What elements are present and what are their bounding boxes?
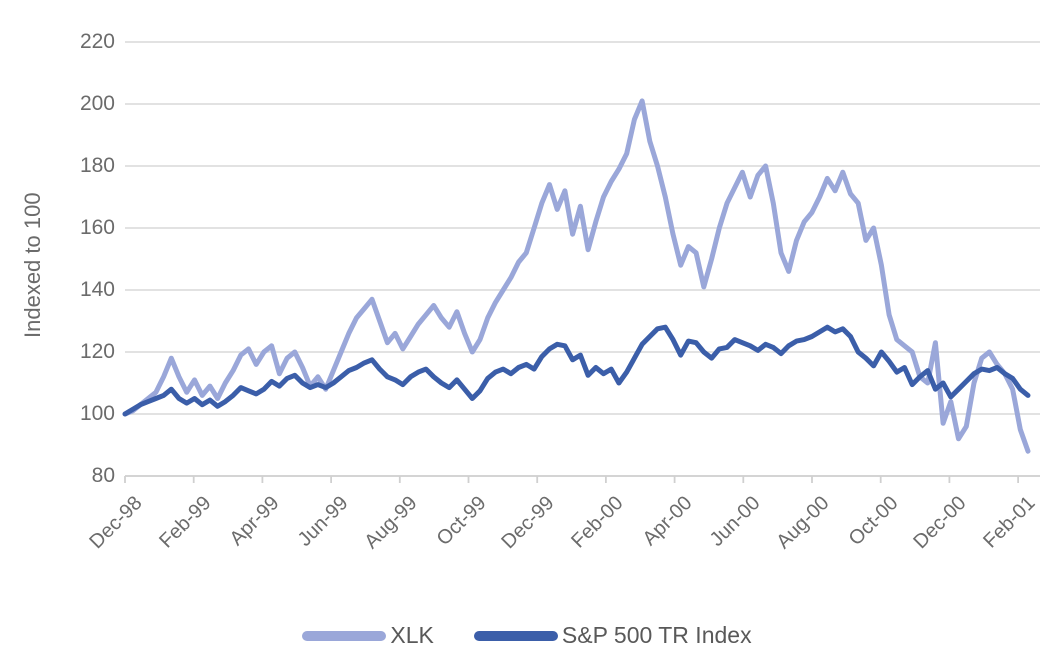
legend-label-xlk: XLK	[390, 622, 434, 648]
y-tick-label-140: 140	[79, 278, 115, 301]
xlk-line-swatch	[302, 630, 387, 641]
legend-item-xlk: XLK	[302, 622, 434, 649]
y-axis-title: Indexed to 100	[20, 192, 45, 338]
y-tick-label-200: 200	[79, 92, 115, 115]
y-tick-label-160: 160	[79, 216, 115, 239]
series-line-xlk	[122, 98, 1031, 454]
y-tick-label-180: 180	[79, 154, 115, 177]
y-tick-label-100: 100	[79, 402, 115, 425]
y-tick-label-120: 120	[79, 340, 115, 363]
legend-label-sp500: S&P 500 TR Index	[561, 622, 752, 648]
series-line-sp500	[122, 324, 1031, 417]
legend: XLK S&P 500 TR Index	[0, 622, 1054, 649]
legend-item-sp500: S&P 500 TR Index	[473, 622, 752, 649]
sp500-line-swatch	[473, 630, 558, 641]
y-tick-label-80: 80	[91, 464, 115, 487]
y-tick-label-220: 220	[79, 30, 115, 53]
